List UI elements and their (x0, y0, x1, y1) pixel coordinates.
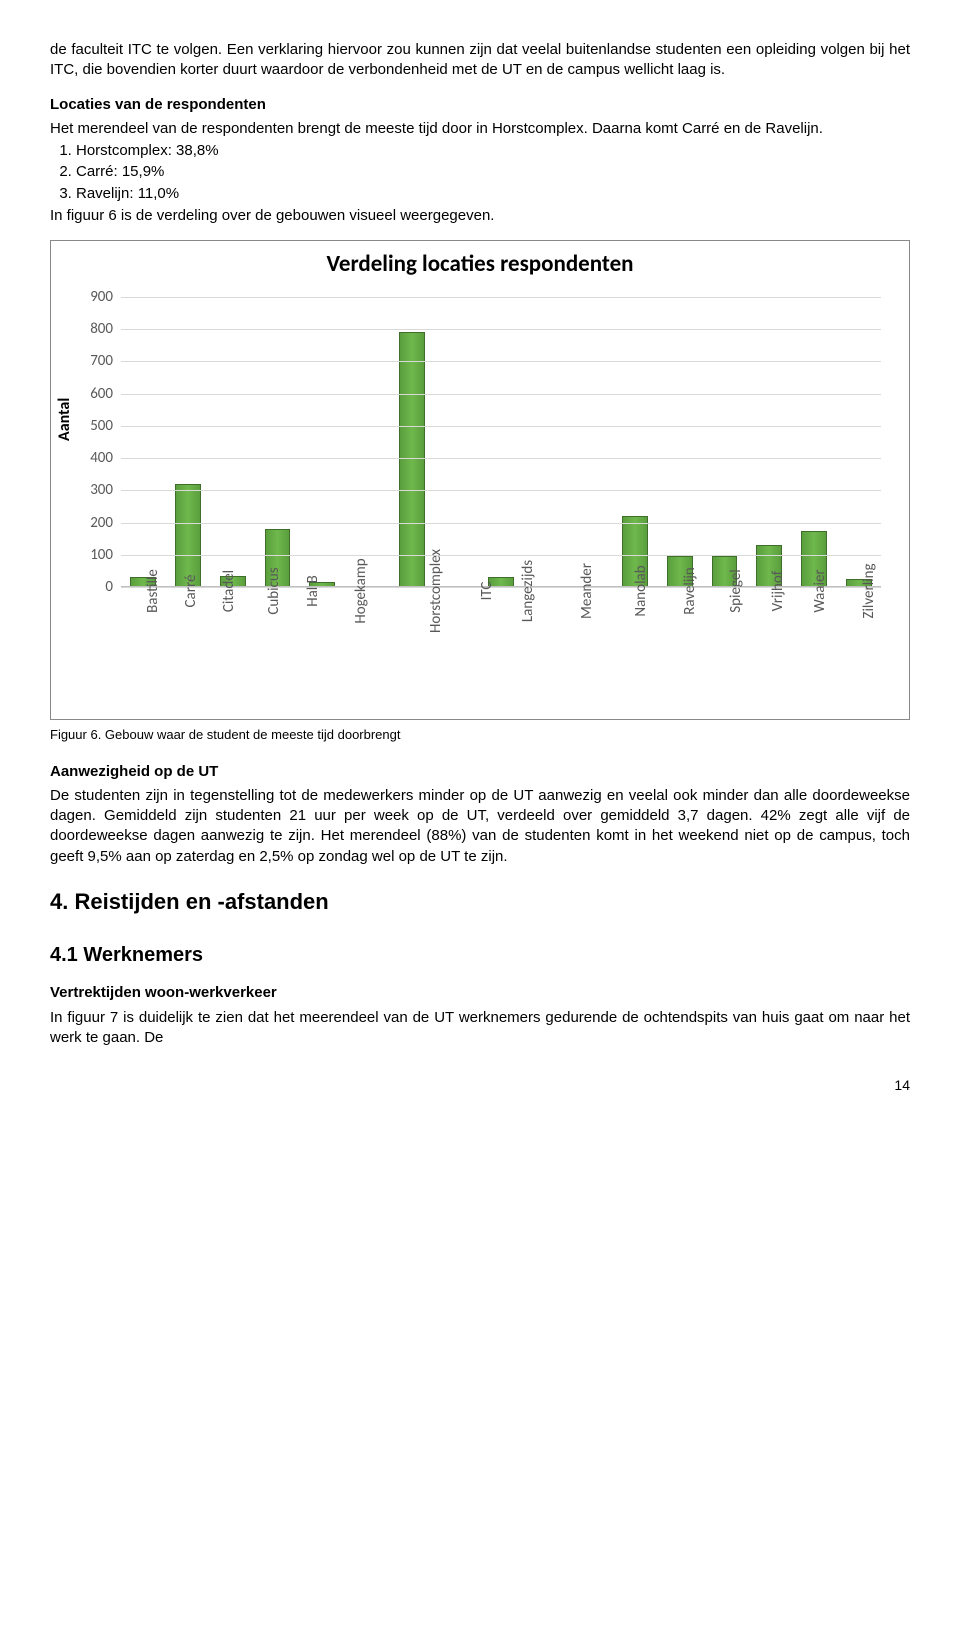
sub3-title: Vertrektijden woon-werkverkeer (50, 983, 910, 1003)
grid-line (121, 394, 881, 395)
plot-area: 0100200300400500600700800900 (121, 297, 881, 587)
x-tick-label: Cubicus (240, 591, 287, 611)
grid-line (121, 555, 881, 556)
y-tick-label: 300 (90, 480, 121, 500)
y-tick-label: 200 (90, 512, 121, 532)
chart-title: Verdeling locaties respondenten (51, 249, 909, 280)
grid-line (121, 361, 881, 362)
y-tick-label: 0 (105, 577, 121, 597)
bar-slot (345, 297, 390, 587)
x-labels: BastilleCarréCitadelCubicusHal BHogekamp… (121, 591, 881, 611)
section-4-1-heading: 4.1 Werknemers (50, 942, 910, 969)
x-tick-label: Carré (165, 591, 198, 611)
y-tick-label: 800 (90, 319, 121, 339)
bar-slot (568, 297, 613, 587)
page-number: 14 (50, 1076, 910, 1095)
chart-container: Verdeling locaties respondenten Aantal 0… (50, 240, 910, 720)
x-tick-label: ITC (468, 591, 487, 611)
y-tick-label: 100 (90, 545, 121, 565)
y-tick-label: 700 (90, 351, 121, 371)
figure-caption: Figuur 6. Gebouw waar de student de mees… (50, 726, 910, 744)
bar (175, 484, 201, 587)
x-tick-label: Nanolab (605, 591, 656, 611)
bar (399, 332, 425, 587)
y-tick-label: 400 (90, 448, 121, 468)
bar-slot (389, 297, 434, 587)
bar-slot (702, 297, 747, 587)
x-tick-label: Bastille (121, 591, 165, 611)
bar-slot (523, 297, 568, 587)
x-tick-label: Waaier (788, 591, 831, 611)
sub2-text: De studenten zijn in tegenstelling tot d… (50, 786, 910, 867)
bar-slot (479, 297, 524, 587)
x-tick-label: Horstcomplex (384, 591, 468, 611)
list-item: Ravelijn: 11,0% (76, 184, 910, 204)
grid-line (121, 458, 881, 459)
bars-group (121, 297, 881, 587)
bar-slot (166, 297, 211, 587)
sub1-text: Het merendeel van de respondenten brengt… (50, 119, 910, 139)
sub3-text: In figuur 7 is duidelijk te zien dat het… (50, 1008, 910, 1049)
after-list-text: In figuur 6 is de verdeling over de gebo… (50, 206, 910, 226)
bar-slot (792, 297, 837, 587)
bar-slot (657, 297, 702, 587)
y-tick-label: 500 (90, 416, 121, 436)
location-list: Horstcomplex: 38,8% Carré: 15,9% Ravelij… (76, 141, 910, 204)
x-tick-label: Anders (886, 591, 910, 611)
x-tick-label: Hal B (287, 591, 319, 611)
y-tick-label: 900 (90, 287, 121, 307)
bar-slot (210, 297, 255, 587)
x-tick-label: Ravelijn (656, 591, 704, 611)
grid-line (121, 490, 881, 491)
intro-paragraph: de faculteit ITC te volgen. Een verklari… (50, 40, 910, 81)
section-4-heading: 4. Reistijden en -afstanden (50, 887, 910, 917)
bar-slot (613, 297, 658, 587)
grid-line (121, 523, 881, 524)
bar-slot (255, 297, 300, 587)
bar-slot (434, 297, 479, 587)
x-tick-label: Hogekamp (319, 591, 384, 611)
x-tick-label: Meander (549, 591, 605, 611)
bar-slot (121, 297, 166, 587)
list-item: Horstcomplex: 38,8% (76, 141, 910, 161)
x-tick-label: Vrijhof (747, 591, 788, 611)
y-tick-label: 600 (90, 384, 121, 404)
x-tick-label: Citadel (198, 591, 240, 611)
sub1-title: Locaties van de respondenten (50, 95, 910, 115)
y-axis-title: Aantal (54, 398, 76, 441)
x-tick-label: Spiegel (704, 591, 748, 611)
bar-slot (836, 297, 881, 587)
bar-slot (747, 297, 792, 587)
grid-line (121, 426, 881, 427)
list-item: Carré: 15,9% (76, 162, 910, 182)
x-tick-label: Zilverling (831, 591, 886, 611)
grid-line (121, 297, 881, 298)
grid-line (121, 329, 881, 330)
sub2-title: Aanwezigheid op de UT (50, 762, 910, 782)
bar-slot (300, 297, 345, 587)
